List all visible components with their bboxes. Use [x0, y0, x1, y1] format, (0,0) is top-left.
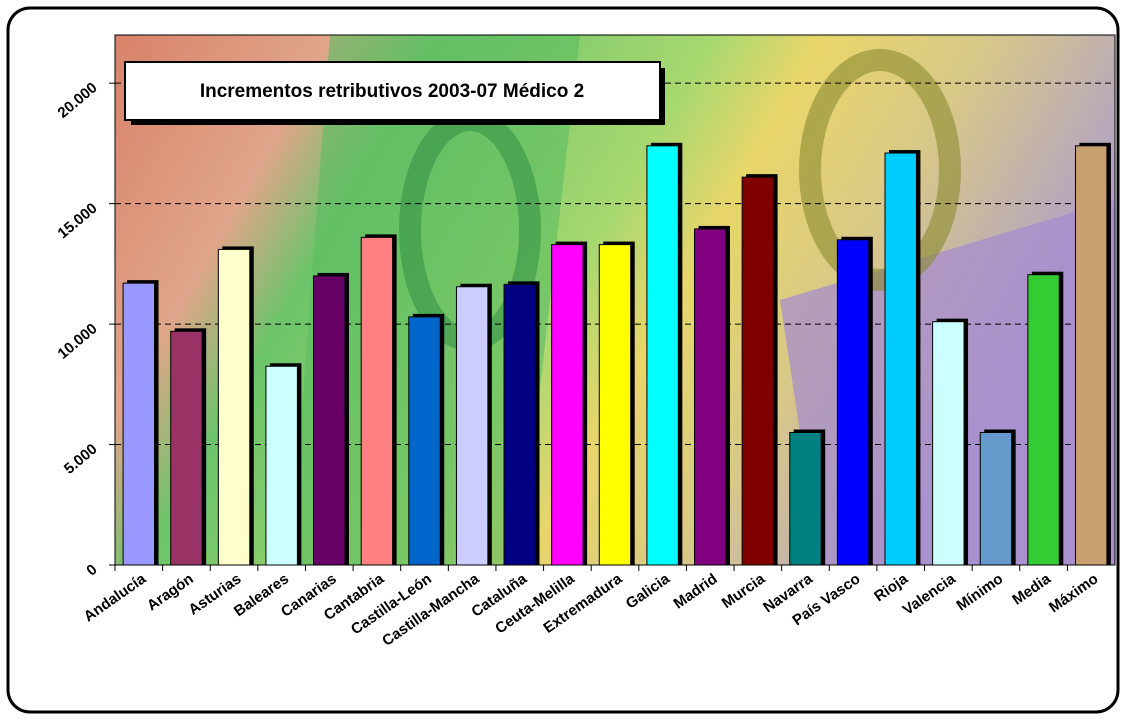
bar	[504, 284, 535, 565]
bar	[647, 146, 678, 565]
bar	[1028, 275, 1059, 565]
chart: Incrementos retributivos 2003-07 Médico …	[0, 0, 1127, 720]
title-shadow	[131, 120, 665, 125]
bar	[695, 229, 726, 565]
bar	[314, 276, 345, 565]
bar	[599, 245, 630, 565]
bar	[218, 249, 249, 565]
bar	[123, 283, 154, 565]
bar	[1075, 146, 1106, 565]
bar	[266, 366, 297, 565]
bar	[409, 317, 440, 565]
bar	[980, 433, 1011, 566]
bar	[361, 237, 392, 565]
bar	[790, 433, 821, 566]
bar	[552, 245, 583, 565]
bar	[837, 240, 868, 565]
bar	[171, 331, 202, 565]
chart-title: Incrementos retributivos 2003-07 Médico …	[200, 81, 584, 102]
bar	[933, 322, 964, 565]
bar	[456, 287, 487, 565]
bar	[742, 177, 773, 565]
bar	[885, 153, 916, 565]
title-shadow	[660, 68, 665, 125]
